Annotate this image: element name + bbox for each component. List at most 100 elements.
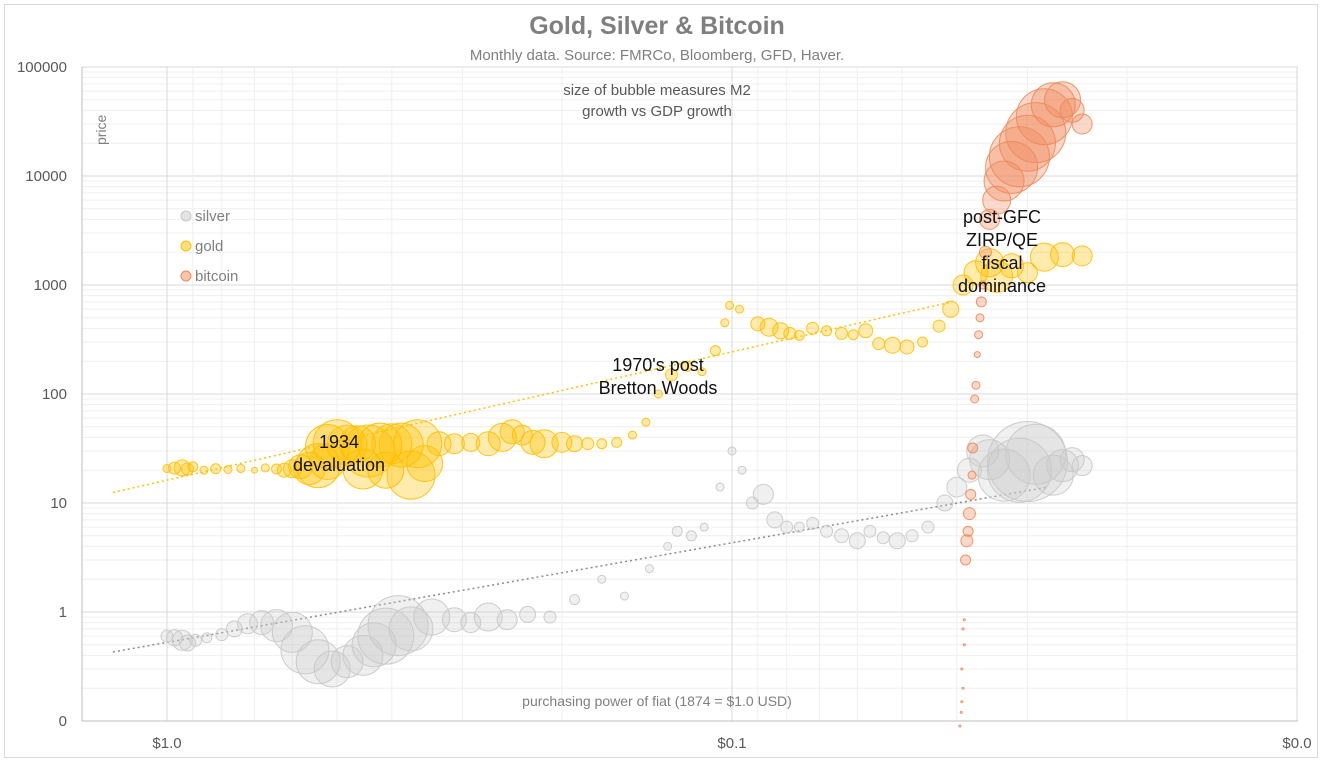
- silver-bubble: [977, 448, 1031, 502]
- gold-bubble: [932, 319, 946, 333]
- silver-bubble: [1046, 449, 1080, 483]
- y-tick-label: 100: [42, 386, 67, 403]
- bitcoin-bubble: [973, 351, 981, 359]
- silver-bubble: [249, 610, 275, 636]
- bitcoin-bubble: [970, 394, 980, 404]
- gold-trendline: [112, 301, 953, 494]
- y-tick-label: 1000: [34, 277, 67, 294]
- y-tick-label: 100000: [17, 59, 67, 76]
- bitcoin-bubble: [960, 700, 964, 704]
- silver-bubble: [189, 633, 203, 647]
- y-tick-label: 0: [59, 713, 67, 730]
- silver-bubble: [280, 625, 330, 675]
- silver-bubble: [946, 476, 968, 498]
- silver-bubble: [663, 541, 673, 551]
- gold-bubble: [511, 424, 533, 446]
- silver-bubble: [597, 574, 607, 584]
- gold-bubble: [367, 451, 405, 489]
- bitcoin-bubble: [978, 280, 988, 290]
- gold-bubble: [1050, 242, 1076, 268]
- silver-bubble: [848, 532, 866, 550]
- silver-bubble: [367, 595, 429, 657]
- silver-bubble: [986, 437, 1052, 503]
- silver-bubble: [569, 594, 581, 606]
- axes: [81, 67, 1298, 722]
- gold-bubble: [720, 318, 730, 328]
- gold-bubble: [899, 339, 915, 355]
- gold-bubble: [653, 389, 663, 399]
- silver-bubble: [793, 521, 805, 533]
- y-tick-label: 1: [59, 604, 67, 621]
- silver-bubble: [806, 516, 820, 530]
- gold-bubble: [883, 336, 901, 354]
- silver-bubble: [699, 522, 709, 532]
- gold-bubble: [260, 463, 270, 473]
- silver-bubble: [519, 605, 537, 623]
- silver-bubble: [225, 620, 243, 638]
- silver-bubble: [715, 482, 725, 492]
- bitcoin-bubble: [965, 488, 977, 500]
- x-tick-label: $1.0: [152, 735, 181, 752]
- annotation-line: 1934: [319, 432, 359, 452]
- silver-bubble: [413, 598, 451, 636]
- gold-bubble: [750, 316, 766, 332]
- x-axis-label: purchasing power of fiat (1874 = $1.0 US…: [522, 693, 792, 709]
- gold-bubble: [664, 368, 678, 382]
- bitcoin-bubble: [958, 724, 962, 728]
- annotation-3: post-GFC ZIRP/QE fiscal dominance: [958, 207, 1046, 296]
- silver-bubble: [388, 606, 434, 652]
- gold-bubble: [858, 323, 874, 339]
- legend-marker-bitcoin: [180, 270, 192, 282]
- bitcoin-bubble: [983, 160, 1025, 202]
- annotations: 1934 devaluation 1970's post Bretton Woods p…: [293, 207, 1046, 475]
- bitcoin-bubble: [988, 126, 1050, 188]
- x-tick-label: $0.1: [717, 735, 746, 752]
- bitcoin-bubble: [959, 710, 963, 714]
- bitcoin-bubble: [974, 330, 984, 340]
- gold-bubble: [806, 321, 820, 335]
- gold-bubble: [596, 438, 608, 450]
- silver-bubble: [178, 634, 196, 652]
- gold-bubble: [282, 459, 302, 479]
- annotation-2: 1970's post Bretton Woods: [599, 355, 718, 398]
- annotation-line: devaluation: [293, 455, 385, 475]
- gold-bubble: [520, 429, 546, 455]
- annotation-line: post-GFC: [963, 207, 1041, 227]
- gold-bubble: [236, 464, 246, 474]
- gold-bubble: [980, 259, 1014, 293]
- gold-bubble: [210, 463, 222, 475]
- silver-bubble: [888, 532, 906, 550]
- legend: silver gold bitcoin: [180, 208, 238, 285]
- bubble-note-line-1: size of bubble measures M2: [563, 82, 751, 99]
- silver-bubble: [313, 650, 351, 688]
- silver-bubble: [876, 531, 890, 545]
- bitcoin-bubble: [1071, 113, 1093, 135]
- gold-bubble: [709, 345, 721, 357]
- x-tick-label: $0.0: [1282, 735, 1311, 752]
- bitcoin-bubble: [967, 442, 979, 454]
- gold-bubble: [783, 326, 797, 340]
- annotation-line: ZIRP/QE: [966, 230, 1038, 250]
- gold-bubble: [357, 422, 403, 468]
- gold-bubble: [187, 461, 199, 473]
- bitcoin-bubble: [985, 140, 1039, 194]
- gold-bubble: [312, 419, 362, 469]
- gold-bubble: [952, 274, 974, 296]
- gold-bubble: [917, 336, 929, 348]
- bitcoin-bubble: [960, 554, 972, 566]
- bitcoin-bubble: [1005, 102, 1067, 164]
- gold-bubble: [835, 326, 849, 340]
- bitcoin-bubble: [975, 313, 985, 323]
- annotation-line: dominance: [958, 276, 1046, 296]
- bitcoin-bubble: [962, 643, 966, 647]
- silver-bubble: [685, 530, 697, 542]
- gold-bubble: [847, 329, 859, 341]
- gold-bubble: [697, 367, 707, 377]
- silver-bubble: [473, 602, 503, 632]
- gold-bubble: [725, 300, 735, 310]
- silver-bubble: [834, 528, 850, 544]
- y-tick-label: 10000: [25, 168, 67, 185]
- bitcoin-bubble: [961, 627, 965, 631]
- silver-trendline: [112, 486, 1049, 653]
